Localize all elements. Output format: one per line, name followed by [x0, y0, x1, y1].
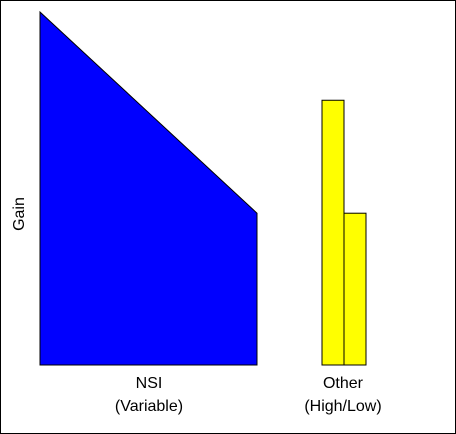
other-bar-low [343, 212, 367, 366]
other-bar-high [321, 99, 345, 366]
category-label-other-line1: Other [323, 375, 364, 392]
category-label-nsi-line2: (Variable) [115, 398, 183, 415]
y-axis-label: Gain [11, 197, 28, 231]
category-label-nsi-line1: NSI [136, 375, 163, 392]
chart-marks [39, 10, 367, 366]
nsi-gain-area [39, 10, 258, 366]
category-label-other-line2: (High/Low) [304, 398, 381, 415]
